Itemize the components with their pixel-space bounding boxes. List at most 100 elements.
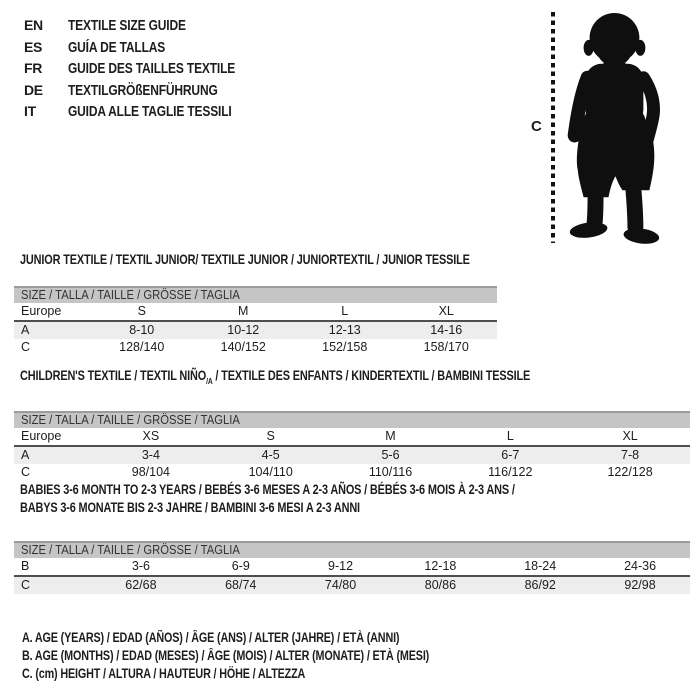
table-title-text: JUNIOR TEXTILE / TEXTIL JUNIOR/ TEXTILE … <box>20 251 470 267</box>
table-row: Europe S M L XL <box>14 303 497 322</box>
size-header-label: SIZE / TALLA / TAILLE / GRÖSSE / TAGLIA <box>21 412 240 427</box>
table-cell: 12-13 <box>328 323 361 337</box>
table-row: A 8-10 10-12 12-13 14-16 <box>14 322 497 339</box>
junior-textile-section: JUNIOR TEXTILE / TEXTIL JUNIOR/ TEXTILE … <box>14 250 497 356</box>
table-cell: 4-5 <box>261 447 280 462</box>
footnote-line: B. AGE (MONTHS) / EDAD (MESES) / ÂGE (MO… <box>22 648 430 663</box>
table-cell: 10-12 <box>227 323 260 337</box>
table-title-text: CHILDREN'S TEXTILE / TEXTIL NIÑO <box>20 367 207 383</box>
size-header-bar: SIZE / TALLA / TAILLE / GRÖSSE / TAGLIA <box>14 541 690 558</box>
row-label: C <box>21 464 31 479</box>
size-header-bar: SIZE / TALLA / TAILLE / GRÖSSE / TAGLIA <box>14 410 690 428</box>
table-cell: M <box>385 428 396 443</box>
junior-size-table: SIZE / TALLA / TAILLE / GRÖSSE / TAGLIA E… <box>14 286 497 356</box>
language-label: GUÍA DE TALLAS <box>68 38 166 56</box>
table-row: C 128/140 140/152 152/158 158/170 <box>14 339 497 356</box>
row-label: Europe <box>21 304 62 318</box>
children-size-table: SIZE / TALLA / TAILLE / GRÖSSE / TAGLIA E… <box>14 410 690 481</box>
babies-textile-section: BABIES 3-6 MONTH TO 2-3 YEARS / BEBÉS 3-… <box>14 480 690 594</box>
language-row: FR GUIDE DES TAILLES TEXTILE <box>24 58 277 80</box>
table-cell: 110/116 <box>368 464 413 479</box>
table-cell: 14-16 <box>430 323 463 337</box>
footnote-line: C. (cm) HEIGHT / ALTURA / HAUTEUR / HÖHE… <box>22 666 306 681</box>
language-code: FR <box>24 60 43 76</box>
babies-size-table: SIZE / TALLA / TAILLE / GRÖSSE / TAGLIA B… <box>14 541 690 594</box>
table-cell: 98/104 <box>131 464 171 479</box>
table-cell: XS <box>142 428 160 443</box>
table-row: A 3-4 4-5 5-6 6-7 7-8 <box>14 446 690 464</box>
size-header-label: SIZE / TALLA / TAILLE / GRÖSSE / TAGLIA <box>21 543 240 557</box>
language-code: IT <box>24 103 36 119</box>
row-label: C <box>21 340 31 354</box>
table-cell: L <box>341 304 349 318</box>
table-title-text: BABIES 3-6 MONTH TO 2-3 YEARS / BEBÉS 3-… <box>20 481 515 497</box>
table-cell: 18-24 <box>524 559 557 573</box>
language-code: ES <box>24 38 43 55</box>
table-row: B 3-6 6-9 9-12 12-18 18-24 24-36 <box>14 558 690 577</box>
table-row: C 62/68 68/74 74/80 80/86 86/92 92/98 <box>14 577 690 594</box>
table-title-line: BABIES 3-6 MONTH TO 2-3 YEARS / BEBÉS 3-… <box>20 480 543 498</box>
table-cell: 68/74 <box>225 578 257 592</box>
junior-textile-title: JUNIOR TEXTILE / TEXTIL JUNIOR/ TEXTILE … <box>14 250 497 268</box>
table-cell: S <box>137 304 146 318</box>
size-header-bar: SIZE / TALLA / TAILLE / GRÖSSE / TAGLIA <box>14 286 497 303</box>
table-cell: 122/128 <box>607 464 653 479</box>
table-title-line: BABYS 3-6 MONATE BIS 2-3 JAHRE / BAMBINI… <box>20 498 543 516</box>
table-cell: L <box>506 428 514 443</box>
footnote-line: A. AGE (YEARS) / EDAD (AÑOS) / ÂGE (ANS)… <box>22 630 400 645</box>
table-cell: 8-10 <box>129 323 155 337</box>
table-title-text: /A <box>206 375 213 386</box>
language-row: ES GUÍA DE TALLAS <box>24 37 277 59</box>
table-cell: 7-8 <box>621 447 640 462</box>
language-label: TEXTILE SIZE GUIDE <box>68 17 186 34</box>
size-header-label: SIZE / TALLA / TAILLE / GRÖSSE / TAGLIA <box>21 288 240 302</box>
table-cell: 6-9 <box>231 559 250 573</box>
table-cell: 5-6 <box>381 447 400 462</box>
row-label: Europe <box>21 428 62 443</box>
language-list: EN TEXTILE SIZE GUIDE ES GUÍA DE TALLAS FR GU… <box>24 15 277 123</box>
table-cell: 92/98 <box>624 578 656 592</box>
table-title-line: JUNIOR TEXTILE / TEXTIL JUNIOR/ TEXTILE … <box>20 250 470 268</box>
language-label: GUIDA ALLE TAGLIE TESSILI <box>68 103 232 120</box>
table-cell: 3-4 <box>141 447 160 462</box>
table-cell: M <box>238 304 249 318</box>
language-code: DE <box>24 81 43 98</box>
table-cell: 104/110 <box>248 464 293 479</box>
table-cell: 158/170 <box>423 340 469 354</box>
table-cell: 62/68 <box>125 578 157 592</box>
table-cell: 128/140 <box>119 340 165 354</box>
babies-textile-title: BABIES 3-6 MONTH TO 2-3 YEARS / BEBÉS 3-… <box>14 480 690 516</box>
table-cell: 3-6 <box>131 559 150 573</box>
row-label: C <box>21 578 31 592</box>
toddler-silhouette-icon <box>567 12 660 244</box>
table-cell: 24-36 <box>624 559 657 573</box>
table-cell: XL <box>622 428 638 443</box>
row-label: A <box>21 447 30 462</box>
table-title-text: / TEXTILE DES ENFANTS / KINDERTEXTIL / B… <box>212 367 531 383</box>
language-label: GUIDE DES TAILLES TEXTILE <box>68 60 236 77</box>
language-row: DE TEXTILGRÖßENFÜHRUNG <box>24 80 277 102</box>
height-measure-label: C <box>531 118 542 135</box>
table-cell: 80/86 <box>424 578 457 592</box>
table-cell: XL <box>438 304 454 318</box>
language-row: IT GUIDA ALLE TAGLIE TESSILI <box>24 101 277 123</box>
table-cell: 74/80 <box>324 578 357 592</box>
children-textile-title: CHILDREN'S TEXTILE / TEXTIL NIÑO/A / TEX… <box>14 366 690 390</box>
table-cell: 86/92 <box>524 578 556 592</box>
table-cell: 6-7 <box>501 447 520 462</box>
table-cell: 12-18 <box>424 559 457 573</box>
language-code: EN <box>24 17 43 33</box>
height-measure-dashed-line <box>551 12 555 243</box>
table-title-text: BABYS 3-6 MONATE BIS 2-3 JAHRE / BAMBINI… <box>20 499 360 515</box>
table-cell: 140/152 <box>220 340 266 354</box>
table-title-line: CHILDREN'S TEXTILE / TEXTIL NIÑO/A / TEX… <box>20 366 543 390</box>
language-label: TEXTILGRÖßENFÜHRUNG <box>68 81 218 99</box>
table-cell: 116/122 <box>488 464 533 479</box>
row-label: B <box>21 559 30 573</box>
language-row: EN TEXTILE SIZE GUIDE <box>24 15 277 37</box>
table-cell: 9-12 <box>328 559 354 573</box>
table-cell: 152/158 <box>322 340 368 354</box>
table-cell: S <box>266 428 275 443</box>
children-textile-section: CHILDREN'S TEXTILE / TEXTIL NIÑO/A / TEX… <box>14 366 690 481</box>
